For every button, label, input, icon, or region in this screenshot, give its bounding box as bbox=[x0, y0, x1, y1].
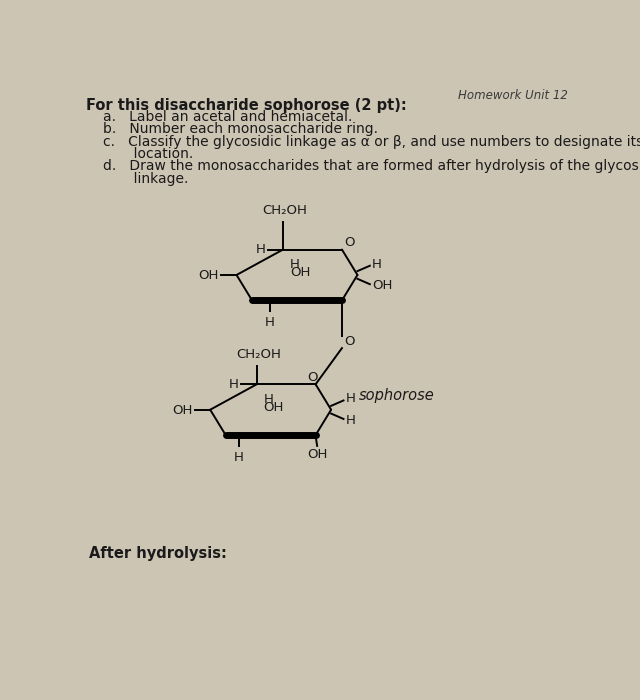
Text: b.   Number each monosaccharide ring.: b. Number each monosaccharide ring. bbox=[103, 122, 378, 136]
Text: H: H bbox=[255, 243, 265, 256]
Text: linkage.: linkage. bbox=[103, 172, 189, 186]
Text: OH: OH bbox=[307, 448, 327, 461]
Text: CH₂OH: CH₂OH bbox=[262, 204, 307, 217]
Text: H: H bbox=[229, 378, 239, 391]
Text: a.   Label an acetal and hemiacetal.: a. Label an acetal and hemiacetal. bbox=[103, 110, 353, 124]
Text: OH: OH bbox=[198, 270, 219, 282]
Text: H: H bbox=[265, 316, 275, 329]
Text: d.   Draw the monosaccharides that are formed after hydrolysis of the glycosidic: d. Draw the monosaccharides that are for… bbox=[103, 160, 640, 174]
Text: O: O bbox=[307, 370, 317, 384]
Text: c.   Classify the glycosidic linkage as α or β, and use numbers to designate its: c. Classify the glycosidic linkage as α … bbox=[103, 135, 640, 149]
Text: OH: OH bbox=[372, 279, 392, 292]
Text: H: H bbox=[346, 393, 356, 405]
Text: H: H bbox=[264, 393, 273, 406]
Text: sophorose: sophorose bbox=[359, 389, 435, 403]
Text: After hydrolysis:: After hydrolysis: bbox=[90, 546, 227, 561]
Text: H: H bbox=[290, 258, 300, 271]
Text: For this disaccharide sophorose (2 pt):: For this disaccharide sophorose (2 pt): bbox=[86, 98, 407, 113]
Text: location.: location. bbox=[103, 147, 193, 161]
Text: O: O bbox=[344, 236, 355, 248]
Text: H: H bbox=[372, 258, 382, 271]
Text: O: O bbox=[344, 335, 355, 349]
Text: OH: OH bbox=[264, 401, 284, 414]
Text: OH: OH bbox=[172, 404, 193, 417]
Text: OH: OH bbox=[290, 267, 310, 279]
Text: CH₂OH: CH₂OH bbox=[236, 348, 281, 361]
Text: H: H bbox=[234, 451, 244, 463]
Text: H: H bbox=[346, 414, 356, 427]
Text: Homework Unit 12: Homework Unit 12 bbox=[458, 89, 568, 102]
